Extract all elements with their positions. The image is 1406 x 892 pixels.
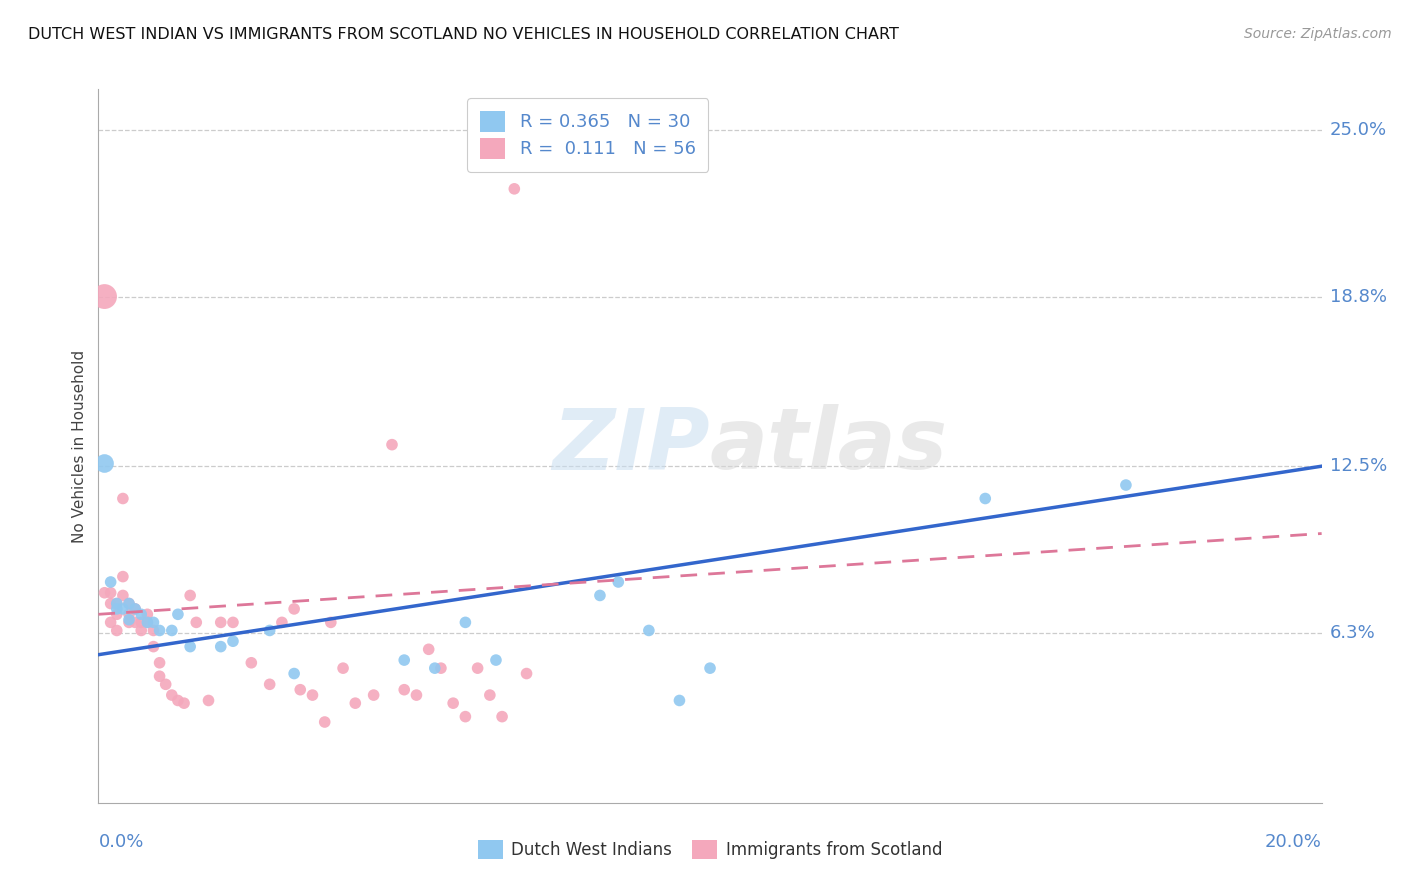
Point bbox=[179, 589, 201, 603]
Point bbox=[111, 589, 134, 603]
Text: 6.3%: 6.3% bbox=[1330, 624, 1375, 642]
Point bbox=[418, 642, 440, 657]
Legend: Dutch West Indians, Immigrants from Scotland: Dutch West Indians, Immigrants from Scot… bbox=[471, 833, 949, 866]
Point bbox=[363, 688, 385, 702]
Point bbox=[93, 289, 115, 303]
Point bbox=[344, 696, 367, 710]
Point bbox=[405, 688, 427, 702]
Point bbox=[179, 640, 201, 654]
Point bbox=[142, 624, 165, 638]
Point bbox=[129, 607, 152, 622]
Point bbox=[118, 607, 141, 622]
Point bbox=[118, 597, 141, 611]
Text: 18.8%: 18.8% bbox=[1330, 287, 1386, 306]
Point bbox=[124, 602, 146, 616]
Point bbox=[319, 615, 342, 630]
Point bbox=[105, 597, 128, 611]
Point bbox=[441, 696, 464, 710]
Point bbox=[100, 615, 122, 630]
Point bbox=[129, 615, 152, 630]
Point bbox=[503, 182, 526, 196]
Point bbox=[301, 688, 323, 702]
Point bbox=[270, 615, 292, 630]
Point bbox=[668, 693, 690, 707]
Point bbox=[222, 615, 245, 630]
Point bbox=[105, 602, 128, 616]
Point bbox=[637, 624, 661, 638]
Point bbox=[392, 653, 416, 667]
Point bbox=[105, 597, 128, 611]
Point bbox=[454, 615, 477, 630]
Point bbox=[699, 661, 721, 675]
Point bbox=[974, 491, 997, 506]
Point bbox=[111, 491, 134, 506]
Point bbox=[259, 677, 281, 691]
Point bbox=[160, 688, 183, 702]
Text: 12.5%: 12.5% bbox=[1330, 458, 1388, 475]
Point bbox=[136, 607, 159, 622]
Point bbox=[93, 457, 115, 471]
Point bbox=[516, 666, 538, 681]
Point bbox=[167, 607, 190, 622]
Point bbox=[124, 602, 146, 616]
Point bbox=[160, 624, 183, 638]
Point bbox=[100, 597, 122, 611]
Text: 20.0%: 20.0% bbox=[1265, 833, 1322, 851]
Point bbox=[100, 574, 122, 589]
Point bbox=[100, 586, 122, 600]
Text: DUTCH WEST INDIAN VS IMMIGRANTS FROM SCOTLAND NO VEHICLES IN HOUSEHOLD CORRELATI: DUTCH WEST INDIAN VS IMMIGRANTS FROM SCO… bbox=[28, 27, 898, 42]
Y-axis label: No Vehicles in Household: No Vehicles in Household bbox=[72, 350, 87, 542]
Point bbox=[118, 597, 141, 611]
Point bbox=[149, 624, 172, 638]
Point bbox=[259, 624, 281, 638]
Point bbox=[136, 615, 159, 630]
Text: ZIP: ZIP bbox=[553, 404, 710, 488]
Point bbox=[589, 589, 612, 603]
Point bbox=[1115, 478, 1137, 492]
Point bbox=[290, 682, 312, 697]
Point bbox=[173, 696, 195, 710]
Point bbox=[167, 693, 190, 707]
Point bbox=[124, 615, 146, 630]
Point bbox=[129, 624, 152, 638]
Text: atlas: atlas bbox=[710, 404, 948, 488]
Point bbox=[222, 634, 245, 648]
Point bbox=[105, 624, 128, 638]
Point bbox=[209, 640, 232, 654]
Point bbox=[197, 693, 219, 707]
Point bbox=[392, 682, 416, 697]
Point bbox=[381, 437, 404, 451]
Point bbox=[430, 661, 453, 675]
Point bbox=[478, 688, 501, 702]
Point bbox=[491, 709, 513, 723]
Point bbox=[186, 615, 208, 630]
Text: 25.0%: 25.0% bbox=[1330, 120, 1388, 138]
Point bbox=[485, 653, 508, 667]
Point bbox=[142, 640, 165, 654]
Point bbox=[283, 666, 305, 681]
Point bbox=[111, 569, 134, 583]
Point bbox=[93, 586, 115, 600]
Point bbox=[118, 613, 141, 627]
Point bbox=[105, 607, 128, 622]
Text: 0.0%: 0.0% bbox=[98, 833, 143, 851]
Point bbox=[118, 615, 141, 630]
Point bbox=[314, 714, 336, 729]
Point bbox=[240, 656, 263, 670]
Point bbox=[149, 656, 172, 670]
Point bbox=[209, 615, 232, 630]
Point bbox=[467, 661, 489, 675]
Point bbox=[607, 574, 630, 589]
Point bbox=[155, 677, 177, 691]
Point bbox=[136, 615, 159, 630]
Point bbox=[111, 602, 134, 616]
Point bbox=[283, 602, 305, 616]
Text: Source: ZipAtlas.com: Source: ZipAtlas.com bbox=[1244, 27, 1392, 41]
Point bbox=[423, 661, 446, 675]
Point bbox=[454, 709, 477, 723]
Point bbox=[332, 661, 354, 675]
Point bbox=[149, 669, 172, 683]
Point bbox=[142, 615, 165, 630]
